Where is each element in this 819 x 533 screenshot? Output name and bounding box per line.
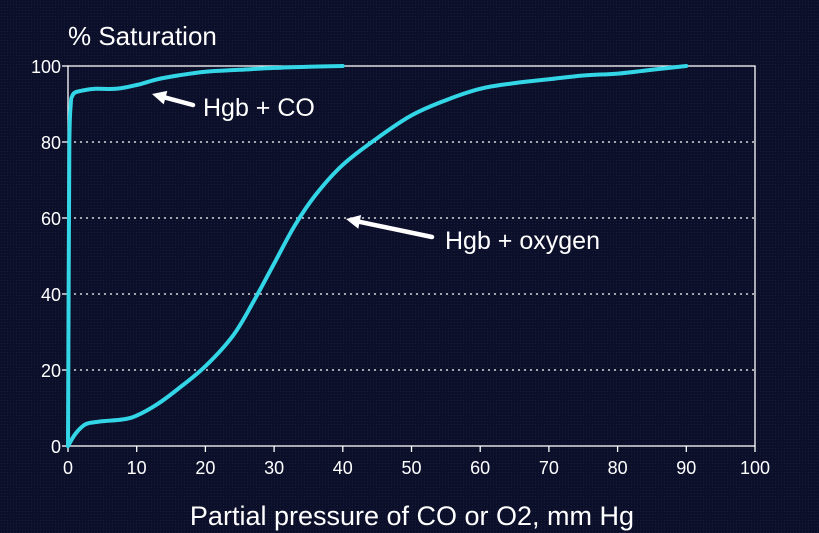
annotation-arrow-shaft-co xyxy=(159,94,196,108)
x-tick-label-70: 70 xyxy=(539,458,559,478)
x-tick-label-50: 50 xyxy=(401,458,421,478)
x-tick-label-0: 0 xyxy=(63,458,73,478)
y-tick-label-80: 80 xyxy=(41,133,61,153)
y-tick-label-40: 40 xyxy=(41,285,61,305)
x-tick-label-20: 20 xyxy=(195,458,215,478)
x-tick-label-80: 80 xyxy=(608,458,628,478)
y-tick-label-60: 60 xyxy=(41,209,61,229)
annotation-arrow-head-co xyxy=(152,90,168,105)
y-tick-label-0: 0 xyxy=(51,437,61,457)
annotation-label-hgb-co: Hgb + CO xyxy=(203,94,315,122)
series-lines xyxy=(66,64,689,448)
series-line-hgb-oxygen xyxy=(66,64,689,448)
tick-labels: 0 20 40 60 80 100 0 10 20 30 40 50 60 70 80 90 100 xyxy=(31,57,770,478)
x-tick-label-30: 30 xyxy=(264,458,284,478)
chart-title: % Saturation xyxy=(68,21,217,51)
y-tick-label-20: 20 xyxy=(41,361,61,381)
plot-frame xyxy=(67,65,756,447)
x-tick-label-90: 90 xyxy=(676,458,696,478)
annotation-arrow-shaft-oxygen xyxy=(353,218,435,240)
y-tick-label-100: 100 xyxy=(31,57,61,77)
series-line-hgb-co xyxy=(66,64,345,448)
grid-lines xyxy=(68,141,755,371)
x-tick-label-40: 40 xyxy=(333,458,353,478)
x-tick-label-100: 100 xyxy=(740,458,770,478)
x-tick-label-60: 60 xyxy=(470,458,490,478)
annotation-label-hgb-oxygen: Hgb + oxygen xyxy=(445,227,600,255)
annotations: Hgb + CO Hgb + oxygen xyxy=(152,90,600,255)
x-tick-label-10: 10 xyxy=(127,458,147,478)
x-axis-label: Partial pressure of CO or O2, mm Hg xyxy=(190,501,634,531)
axes xyxy=(62,65,756,452)
annotation-arrow-head-oxygen xyxy=(346,215,362,229)
